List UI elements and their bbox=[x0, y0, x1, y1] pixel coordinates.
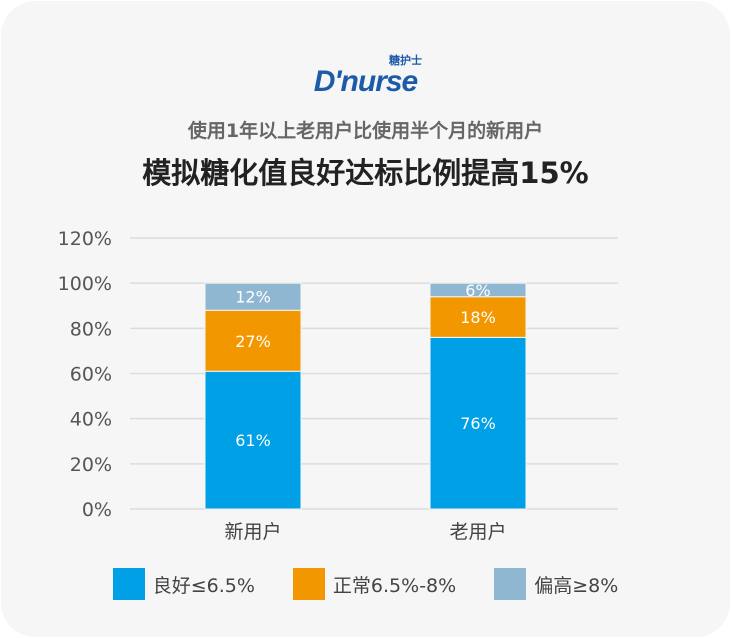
data-label: 12% bbox=[235, 288, 271, 307]
chart-title: 模拟糖化值良好达标比例提高15% bbox=[142, 156, 589, 190]
bar-segment bbox=[429, 282, 527, 298]
y-tick-label: 120% bbox=[58, 228, 112, 250]
legend-item-good: 良好≤6.5% bbox=[112, 568, 255, 600]
data-label: 27% bbox=[235, 332, 271, 351]
x-tick-label: 老用户 bbox=[449, 521, 506, 543]
legend-swatch bbox=[494, 568, 527, 600]
y-tick-label: 0% bbox=[82, 499, 112, 521]
legend-item-normal: 正常6.5%-8% bbox=[292, 568, 457, 600]
legend-label: 良好≤6.5% bbox=[152, 574, 255, 597]
bar-segment bbox=[429, 296, 527, 338]
legend-swatch bbox=[112, 568, 145, 600]
data-label: 61% bbox=[235, 431, 271, 450]
data-label: 6% bbox=[465, 281, 490, 300]
legend-label: 正常6.5%-8% bbox=[332, 574, 457, 597]
y-tick-label: 20% bbox=[70, 454, 112, 476]
chart-subtitle: 使用1年以上老用户比使用半个月的新用户 bbox=[187, 120, 544, 142]
bar-segment bbox=[204, 309, 302, 372]
data-label: 76% bbox=[460, 414, 496, 433]
y-tick-label: 100% bbox=[58, 273, 112, 295]
y-tick-label: 40% bbox=[70, 409, 112, 431]
logo-cn: 糖护士 bbox=[389, 54, 422, 67]
data-label: 18% bbox=[460, 308, 496, 327]
bar-segment bbox=[204, 370, 302, 510]
bar-segment bbox=[429, 336, 527, 510]
legend-item-high: 偏高≥8% bbox=[494, 568, 618, 600]
legend: 良好≤6.5% 正常6.5%-8% 偏高≥8% bbox=[0, 568, 731, 600]
logo-text: D'nurse bbox=[313, 65, 419, 98]
y-tick-label: 80% bbox=[70, 318, 112, 340]
y-tick-label: 60% bbox=[70, 364, 112, 386]
bar-segment bbox=[204, 282, 302, 311]
logo: 糖护士 D'nurse bbox=[0, 54, 731, 97]
legend-swatch bbox=[292, 568, 325, 600]
legend-label: 偏高≥8% bbox=[534, 574, 619, 597]
x-tick-label: 新用户 bbox=[224, 521, 281, 543]
